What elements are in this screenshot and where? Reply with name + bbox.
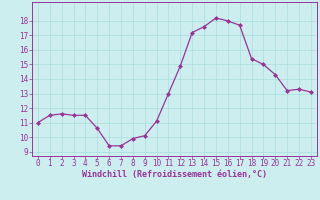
X-axis label: Windchill (Refroidissement éolien,°C): Windchill (Refroidissement éolien,°C) — [82, 170, 267, 179]
